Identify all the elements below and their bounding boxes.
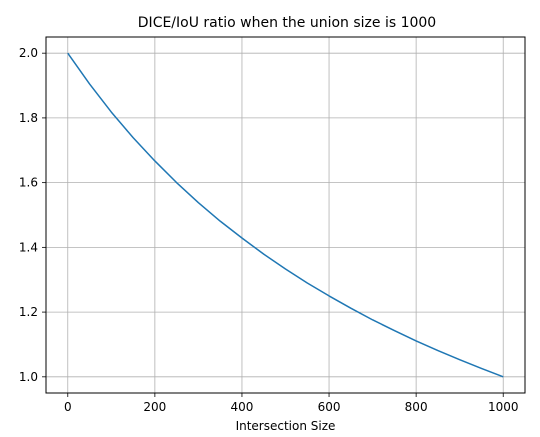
x-tick-label: 0 bbox=[64, 400, 72, 414]
y-tick-label: 1.4 bbox=[19, 240, 38, 254]
y-tick-label: 1.0 bbox=[19, 370, 38, 384]
x-tick-label: 400 bbox=[231, 400, 254, 414]
x-tick-label: 1000 bbox=[488, 400, 519, 414]
plot-frame bbox=[45, 36, 526, 394]
series-line bbox=[67, 52, 504, 378]
grid-lines bbox=[46, 37, 525, 393]
y-tick-label: 1.6 bbox=[19, 176, 38, 190]
axis-ticks: 0 200 400 600 800 1000 1.0 1.2 1.4 1.6 1.8 2.0 bbox=[19, 46, 519, 414]
x-axis-label: Intersection Size bbox=[236, 419, 336, 433]
series-layer bbox=[67, 52, 504, 378]
x-tick-label: 200 bbox=[143, 400, 166, 414]
y-tick-label: 1.8 bbox=[19, 111, 38, 125]
chart-title: DICE/IoU ratio when the union size is 10… bbox=[138, 15, 436, 31]
y-tick-label: 2.0 bbox=[19, 46, 38, 60]
x-tick-label: 600 bbox=[318, 400, 341, 414]
x-tick-label: 800 bbox=[405, 400, 428, 414]
y-tick-label: 1.2 bbox=[19, 305, 38, 319]
